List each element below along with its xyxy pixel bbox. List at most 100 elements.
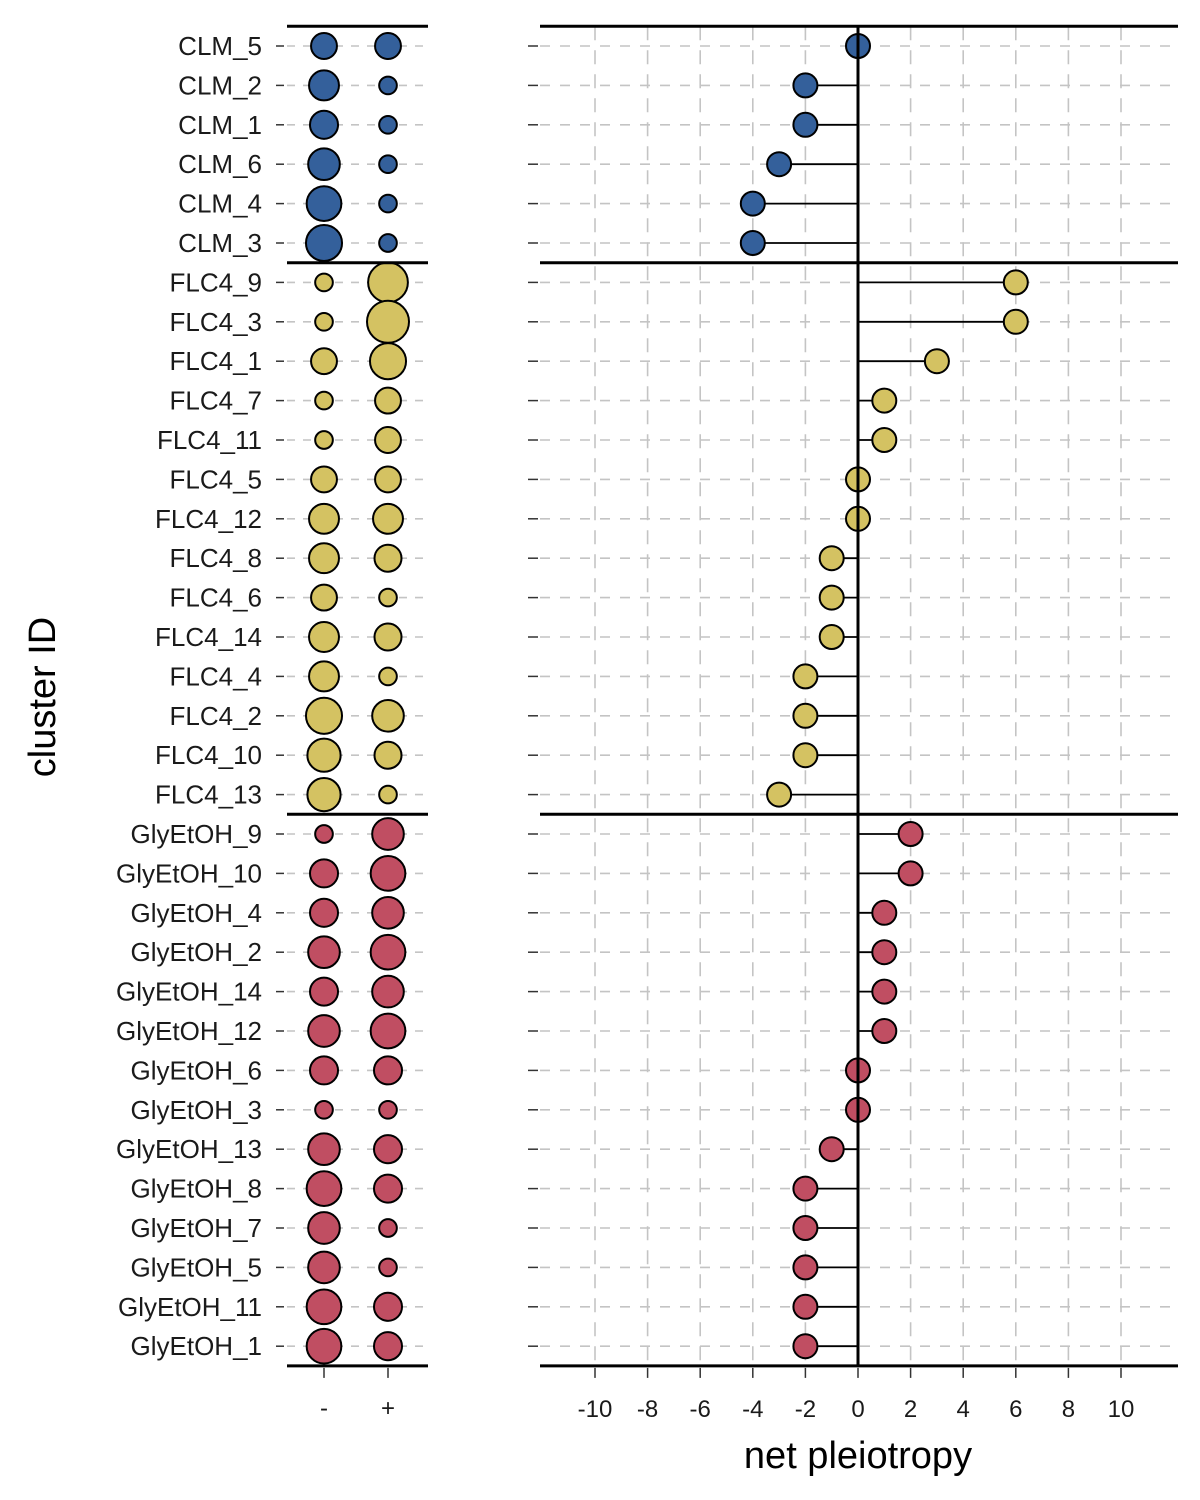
y-axis-title: cluster ID xyxy=(22,617,64,777)
lollipop-point xyxy=(871,387,898,414)
positive-count-circle xyxy=(372,1291,404,1322)
negative-count-circle xyxy=(308,976,340,1007)
cluster-label: GlyEtOH_4 xyxy=(131,898,263,928)
cluster-label: GlyEtOH_13 xyxy=(116,1134,262,1164)
negative-count-circle xyxy=(307,1211,341,1245)
lollipop-point xyxy=(739,190,766,217)
cluster-label: FLC4_13 xyxy=(155,780,262,810)
positive-count-circle xyxy=(371,974,405,1009)
negative-count-circle xyxy=(308,621,340,653)
negative-count-circle xyxy=(307,935,341,970)
cluster-label: FLC4_14 xyxy=(155,622,262,652)
cluster-label: CLM_4 xyxy=(178,189,262,219)
cluster-label: GlyEtOH_1 xyxy=(131,1331,263,1361)
positive-count-circle xyxy=(371,895,405,930)
cluster-label: FLC4_10 xyxy=(155,740,262,770)
cluster-label: FLC4_12 xyxy=(155,504,262,534)
lollipop-point xyxy=(792,111,819,138)
negative-count-circle xyxy=(307,1250,341,1285)
lollipop-point xyxy=(818,624,845,650)
negative-count-circle xyxy=(308,69,340,102)
gridlines xyxy=(287,26,1178,1366)
positive-count-circle xyxy=(374,465,402,494)
x-tick-label: 0 xyxy=(851,1396,864,1423)
positive-count-circle xyxy=(378,1218,398,1238)
cluster-label: FLC4_11 xyxy=(157,425,262,455)
lollipop-point xyxy=(792,1254,819,1281)
negative-count-circle xyxy=(307,1132,341,1167)
lollipop-point xyxy=(871,899,898,926)
lollipop-point xyxy=(1002,308,1029,335)
positive-count-circle xyxy=(372,1134,404,1165)
positive-count-circle xyxy=(373,543,403,573)
lollipop-point xyxy=(897,860,924,887)
positive-count-circle xyxy=(371,817,405,851)
positive-count-circle xyxy=(368,342,408,381)
lollipop-point xyxy=(766,781,793,808)
cluster-label: GlyEtOH_6 xyxy=(131,1055,263,1085)
cluster-label: GlyEtOH_11 xyxy=(118,1292,262,1322)
cluster-label: FLC4_8 xyxy=(170,543,263,573)
positive-count-circle xyxy=(378,154,398,175)
cluster-label: GlyEtOH_14 xyxy=(116,977,262,1007)
negative-count-circle xyxy=(308,858,340,889)
negative-count-circle xyxy=(314,824,334,844)
lollipop-point xyxy=(792,663,819,690)
positive-count-circle xyxy=(378,233,398,253)
negative-count-circle xyxy=(308,502,340,535)
cluster-label: FLC4_3 xyxy=(170,307,263,337)
positive-count-circle xyxy=(374,386,402,415)
positive-count-circle xyxy=(378,1257,398,1278)
x-tick-label: -8 xyxy=(637,1396,658,1423)
positive-count-circle xyxy=(369,855,407,892)
positive-count-circle xyxy=(374,426,402,454)
negative-count-circle xyxy=(304,223,344,263)
cluster-label: FLC4_4 xyxy=(170,661,263,691)
lollipop-point xyxy=(1002,269,1029,296)
lollipop-point xyxy=(871,939,898,966)
positive-count-circle xyxy=(369,933,407,971)
lollipop-point xyxy=(792,1293,819,1320)
axes xyxy=(276,24,1178,1378)
negative-count-circle xyxy=(306,776,342,813)
positive-count-circle xyxy=(378,587,398,608)
negative-count-circle xyxy=(305,1288,343,1326)
lollipop-point xyxy=(897,821,924,847)
cluster-label: GlyEtOH_7 xyxy=(131,1213,263,1243)
negative-count-circle xyxy=(314,311,334,332)
negative-count-circle xyxy=(314,430,334,450)
negative-count-circle xyxy=(305,185,343,222)
x-tick-label: 10 xyxy=(1108,1396,1135,1423)
cluster-label: GlyEtOH_12 xyxy=(116,1016,262,1046)
lollipop-point xyxy=(792,1175,819,1202)
x-axis-title: net pleiotropy xyxy=(744,1435,972,1477)
lollipop-point xyxy=(818,1136,845,1163)
lollipop-point xyxy=(792,1333,819,1360)
negative-count-circle xyxy=(314,390,334,411)
positive-count-circle xyxy=(374,32,402,60)
negative-count-circle xyxy=(305,1170,343,1207)
negative-count-circle xyxy=(310,347,338,376)
cluster-label: FLC4_5 xyxy=(170,464,263,494)
cluster-label: CLM_2 xyxy=(178,70,262,100)
negative-count-circle xyxy=(308,542,340,575)
cluster-label: GlyEtOH_3 xyxy=(131,1095,263,1125)
x-tick-label: 2 xyxy=(904,1396,917,1423)
negative-count-circle xyxy=(308,897,340,928)
lollipop-point xyxy=(923,348,950,375)
positive-count-circle xyxy=(367,261,409,304)
data-marks xyxy=(304,32,1029,1365)
cluster-label: CLM_1 xyxy=(178,110,262,140)
lollipop-point xyxy=(871,1018,898,1044)
lollipop-point xyxy=(739,230,766,256)
lollipop-point xyxy=(792,702,819,729)
lollipop-point xyxy=(792,742,819,769)
cluster-label: GlyEtOH_2 xyxy=(131,937,263,967)
lollipop-point xyxy=(871,427,898,453)
cluster-label: GlyEtOH_10 xyxy=(116,858,262,888)
cluster-label: FLC4_1 xyxy=(170,346,263,376)
lollipop-point xyxy=(871,978,898,1005)
positive-count-circle xyxy=(378,666,398,687)
positive-count-circle xyxy=(372,1055,404,1086)
